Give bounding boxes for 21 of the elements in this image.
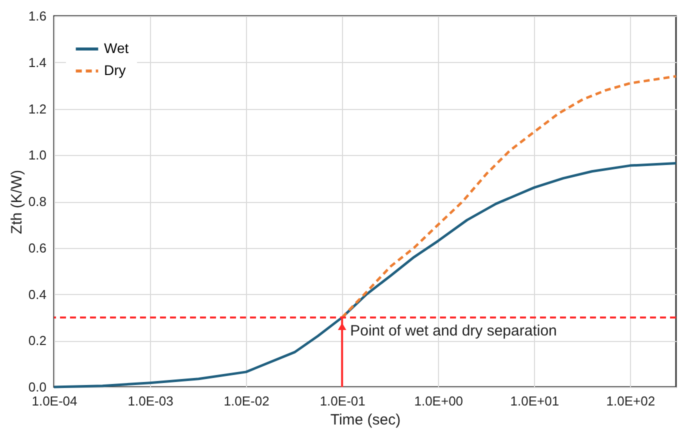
- y-axis-title: Zth (K/W): [8, 170, 26, 234]
- x-tick-label: 1.0E-03: [128, 394, 174, 408]
- x-tick-label: 1.0E-01: [320, 394, 366, 408]
- x-axis-title: Time (sec): [330, 412, 401, 428]
- annotation: Point of wet and dry separation: [350, 322, 557, 340]
- x-tick-label: 1.0E+01: [510, 394, 560, 408]
- y-tick-label: 0.4: [28, 286, 46, 302]
- x-tick-label: 1.0E+02: [606, 394, 656, 408]
- y-tick-label: 1.2: [28, 101, 46, 116]
- y-tick-label: 0.8: [28, 194, 46, 209]
- legend-label: Wet: [104, 40, 129, 56]
- legend-label: Dry: [104, 62, 126, 78]
- x-tick-label: 1.0E-04: [32, 394, 78, 408]
- x-tick-label: 1.0E+00: [414, 394, 464, 408]
- y-tick-label: 1.6: [28, 8, 46, 24]
- x-tick-label: 1.0E-02: [224, 394, 270, 408]
- y-tick-label: 1.0: [28, 148, 46, 163]
- y-tick-label: 0.0: [28, 380, 46, 394]
- y-tick-label: 1.4: [28, 54, 46, 70]
- y-tick-label: 0.2: [28, 333, 46, 348]
- y-tick-label: 0.6: [28, 240, 46, 256]
